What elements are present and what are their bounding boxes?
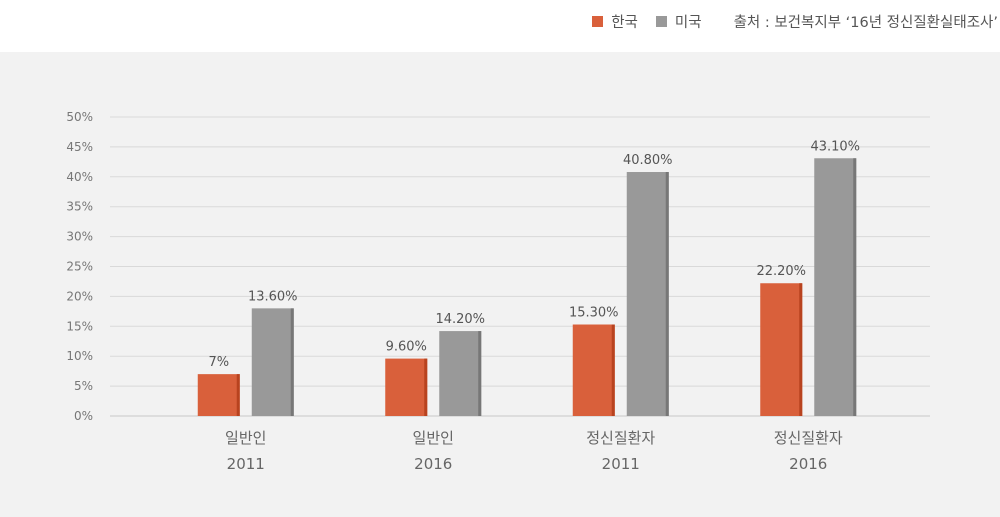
x-category-year: 2016 xyxy=(414,455,452,473)
bar-edge-shade xyxy=(611,324,615,416)
bar-edge-shade xyxy=(236,374,240,416)
x-category-label: 일반인 xyxy=(413,429,454,447)
legend-swatch-korea xyxy=(592,15,604,27)
legend-swatch-usa xyxy=(655,15,667,27)
data-label: 14.20% xyxy=(435,312,485,327)
data-label: 40.80% xyxy=(623,153,673,168)
bar-usa xyxy=(626,172,669,416)
data-label: 7% xyxy=(208,355,229,370)
y-tick-label: 25% xyxy=(66,260,93,274)
source-note: 출처 : 보건복지부 ‘16년 정신질환실태조사’ xyxy=(733,14,998,31)
data-label: 22.20% xyxy=(756,264,806,279)
data-label: 13.60% xyxy=(248,289,298,304)
bar-edge-shade xyxy=(853,158,857,416)
bar-chart: 0% 5% 10% 15% 20% 25% 30% 35% 40% 45% 50% 7% 13.60% 일… xyxy=(66,110,930,473)
data-label: 9.60% xyxy=(386,340,427,355)
bar-edge-shade xyxy=(665,172,669,416)
bar-korea xyxy=(385,358,428,416)
y-tick-label: 5% xyxy=(74,379,93,393)
y-tick-label: 35% xyxy=(66,200,93,214)
y-tick-label: 15% xyxy=(66,319,93,333)
bar-korea xyxy=(197,374,240,416)
chart-legend: 한국 미국 출처 : 보건복지부 ‘16년 정신질환실태조사’ xyxy=(592,10,998,32)
y-tick-label: 50% xyxy=(66,110,93,124)
bar-korea xyxy=(572,324,615,416)
x-category-label: 정신질환자 xyxy=(774,429,843,447)
x-category-year: 2016 xyxy=(789,455,827,473)
bar-korea xyxy=(760,283,803,416)
data-label: 15.30% xyxy=(569,306,619,321)
legend-item-usa: 미국 xyxy=(655,11,702,32)
y-tick-label: 0% xyxy=(74,409,93,423)
legend-item-korea: 한국 xyxy=(592,11,638,32)
chart-header: 한국 미국 출처 : 보건복지부 ‘16년 정신질환실태조사’ xyxy=(0,0,1000,52)
legend-label-korea: 한국 xyxy=(611,14,638,31)
bar-edge-shade xyxy=(424,358,428,416)
y-tick-label: 20% xyxy=(66,289,93,303)
data-label: 43.10% xyxy=(810,139,860,154)
x-category-label: 정신질환자 xyxy=(586,429,655,447)
y-tick-label: 45% xyxy=(66,140,93,154)
bar-edge-shade xyxy=(478,331,482,416)
bar-edge-shade xyxy=(799,283,803,416)
x-category-year: 2011 xyxy=(602,455,640,473)
x-category-year: 2011 xyxy=(227,455,265,473)
y-tick-label: 30% xyxy=(66,230,93,244)
bar-usa xyxy=(251,308,294,416)
x-category-label: 일반인 xyxy=(225,429,266,447)
bar-usa xyxy=(814,158,857,416)
y-tick-label: 40% xyxy=(66,170,93,184)
bar-edge-shade xyxy=(290,308,294,416)
bar-usa xyxy=(439,331,482,416)
y-tick-label: 10% xyxy=(66,349,93,363)
legend-label-usa: 미국 xyxy=(674,14,702,31)
chart-panel: 0% 5% 10% 15% 20% 25% 30% 35% 40% 45% 50% 7% 13.60% 일… xyxy=(0,52,1000,517)
